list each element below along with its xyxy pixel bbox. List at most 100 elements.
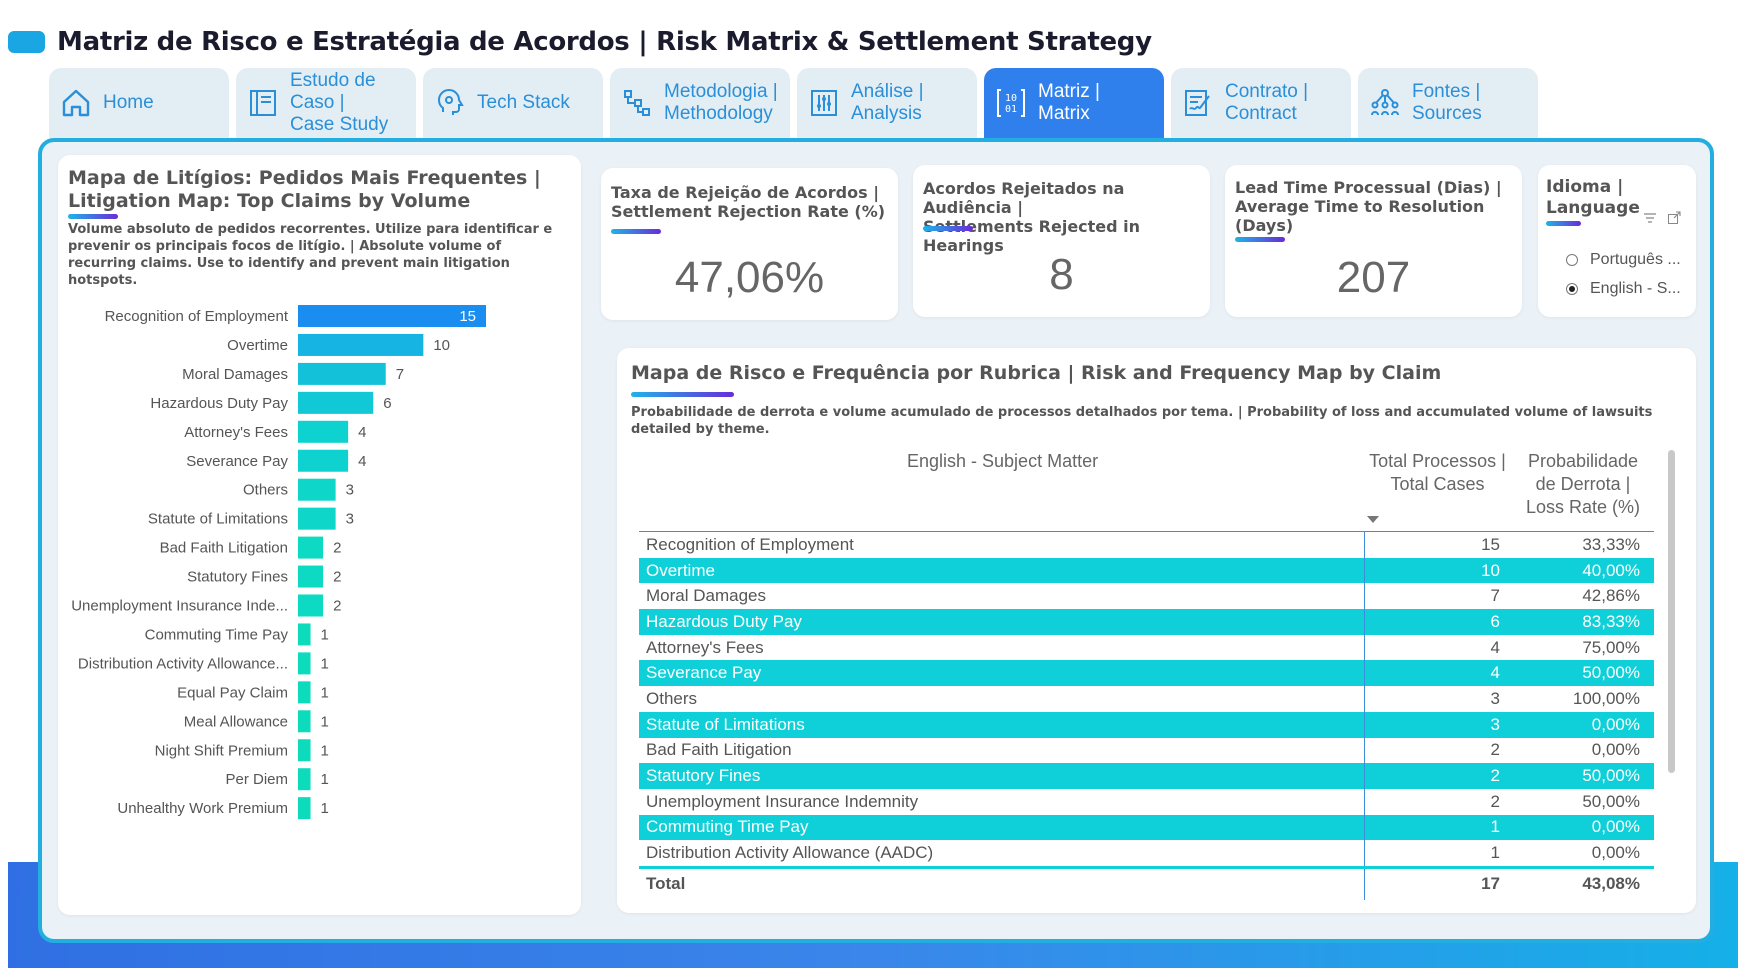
bar[interactable] [298, 797, 311, 820]
bar[interactable] [298, 391, 374, 414]
bar-value-label: 3 [346, 511, 354, 528]
title-accent-pill [8, 31, 45, 53]
bar-category-label: Unemployment Insurance Inde... [71, 598, 288, 615]
bar-value-label: 1 [321, 800, 329, 817]
bar[interactable] [298, 478, 336, 501]
table-row[interactable]: Others 3 100,00% [639, 686, 1654, 712]
bar[interactable] [298, 768, 311, 791]
bar[interactable] [298, 420, 349, 443]
sort-descending-icon[interactable] [1366, 515, 1380, 524]
tab-tech[interactable]: Tech Stack [423, 68, 603, 138]
bar[interactable] [298, 333, 424, 356]
tab-matriz[interactable]: 10 01 Matriz | Matrix [984, 68, 1164, 138]
tab-home[interactable]: Home [49, 68, 229, 138]
tab-label: Fontes | Sources [1412, 81, 1482, 124]
bar-category-label: Attorney's Fees [184, 424, 288, 441]
table-cell-subject: Hazardous Duty Pay [639, 609, 1365, 635]
column-header-total-cases[interactable]: Total Processos | Total Cases [1369, 451, 1506, 494]
column-header-loss-rate[interactable]: Probabilidade de Derrota | Loss Rate (%) [1525, 451, 1641, 517]
tab-label: Tech Stack [477, 92, 570, 113]
table-row[interactable]: Attorney's Fees 4 75,00% [639, 634, 1654, 661]
bar-value-label: 1 [321, 655, 329, 672]
risk-frequency-subtitle: Probabilidade de derrota e volume acumul… [631, 405, 1653, 437]
expand-icon[interactable] [1667, 211, 1681, 225]
bar-value-label: 1 [321, 713, 329, 730]
table-cell-cases: 2 [1490, 791, 1500, 811]
radio-button[interactable] [1566, 254, 1578, 266]
language-option-portuguese[interactable]: Português ... [1566, 251, 1681, 269]
table-cell-subject: Severance Pay [639, 660, 1365, 687]
table-row[interactable]: Unemployment Insurance Indemnity 2 50,00% [639, 788, 1654, 815]
language-option-label: English - S... [1590, 280, 1681, 297]
bar-value-label: 1 [321, 742, 329, 759]
radio-button-selected[interactable] [1566, 283, 1578, 295]
table-cell-loss: 0,00% [1591, 843, 1640, 863]
table-cell-cases: 1 [1490, 843, 1500, 863]
bar-value-label: 2 [333, 540, 341, 557]
language-option-english[interactable]: English - S... [1566, 280, 1681, 298]
table-row[interactable]: Severance Pay 4 50,00% [639, 660, 1654, 687]
tab-estudo[interactable]: Estudo de Caso | Case Study [236, 68, 416, 138]
table-row[interactable]: Distribution Activity Allowance (AADC) 1 0… [639, 840, 1654, 866]
table-cell-subject: Overtime [639, 557, 1365, 584]
table-cell-subject: Recognition of Employment [639, 532, 1365, 558]
document-icon [246, 86, 280, 120]
binary-matrix-icon: 10 01 [994, 86, 1028, 120]
bar-category-label: Statutory Fines [187, 569, 288, 586]
table-cell-subject: Statutory Fines [639, 763, 1365, 789]
tab-metodologia[interactable]: Metodologia | Methodology [610, 68, 790, 138]
table-total-row: Total 17 43,08% [639, 865, 1654, 900]
table-row[interactable]: Commuting Time Pay 1 0,00% [639, 814, 1654, 841]
bar[interactable] [298, 305, 486, 327]
title-accent-bar [923, 226, 973, 231]
bar[interactable] [298, 507, 336, 530]
column-header-subject[interactable]: English - Subject Matter [907, 451, 1099, 471]
bar[interactable] [298, 594, 324, 617]
table-row[interactable]: Recognition of Employment 15 33,33% [639, 532, 1654, 558]
table-cell-subject: Moral Damages [639, 583, 1365, 610]
kpi-value: 8 [1049, 250, 1074, 299]
table-row[interactable]: Bad Faith Litigation 2 0,00% [639, 737, 1654, 764]
bar[interactable] [298, 565, 324, 588]
table-row[interactable]: Moral Damages 7 42,86% [639, 583, 1654, 610]
tab-contrato[interactable]: Contrato | Contract [1171, 68, 1351, 138]
bar[interactable] [298, 449, 349, 472]
table-cell-subject: Bad Faith Litigation [639, 737, 1365, 764]
bar[interactable] [298, 739, 311, 762]
bar[interactable] [298, 623, 311, 646]
svg-text:01: 01 [1005, 104, 1017, 115]
bar-category-label: Hazardous Duty Pay [150, 395, 288, 412]
table-cell-loss: 0,00% [1591, 714, 1640, 734]
bar[interactable] [298, 536, 324, 559]
total-cell-label: Total [639, 868, 1365, 900]
bar[interactable] [298, 681, 311, 704]
contract-icon [1181, 86, 1215, 120]
tab-fontes[interactable]: Fontes | Sources [1358, 68, 1538, 138]
table-scrollbar[interactable] [1668, 450, 1675, 773]
risk-frequency-title: Mapa de Risco e Frequência por Rubrica |… [631, 362, 1442, 384]
bar[interactable] [298, 652, 311, 675]
table-cell-subject: Unemployment Insurance Indemnity [639, 788, 1365, 815]
kpi-lead-time: Lead Time Processual (Dias) | Average Ti… [1225, 165, 1522, 317]
title-accent-bar [68, 214, 118, 219]
bar[interactable] [298, 362, 386, 385]
bar-category-label: Severance Pay [186, 453, 288, 470]
table-cell-loss: 0,00% [1591, 740, 1640, 760]
bar-category-label: Moral Damages [182, 366, 288, 383]
table-row[interactable]: Overtime 10 40,00% [639, 557, 1654, 584]
bar[interactable] [298, 710, 311, 733]
table-row[interactable]: Statute of Limitations 3 0,00% [639, 711, 1654, 738]
bar-category-label: Overtime [227, 337, 288, 354]
filter-icon[interactable] [1643, 211, 1657, 225]
table-row[interactable]: Hazardous Duty Pay 6 83,33% [639, 609, 1654, 635]
total-cell-cases: 17 [1481, 874, 1500, 894]
page-header: Matriz de Risco e Estratégia de Acordos … [8, 22, 1152, 62]
network-icon [1368, 86, 1402, 120]
tab-label: Home [103, 92, 154, 113]
bar-category-label: Unhealthy Work Premium [117, 800, 288, 817]
kpi-value: 207 [1336, 253, 1411, 302]
brain-gear-icon [433, 86, 467, 120]
table-cell-subject: Distribution Activity Allowance (AADC) [639, 840, 1365, 866]
tab-analise[interactable]: Análise | Analysis [797, 68, 977, 138]
table-row[interactable]: Statutory Fines 2 50,00% [639, 763, 1654, 789]
